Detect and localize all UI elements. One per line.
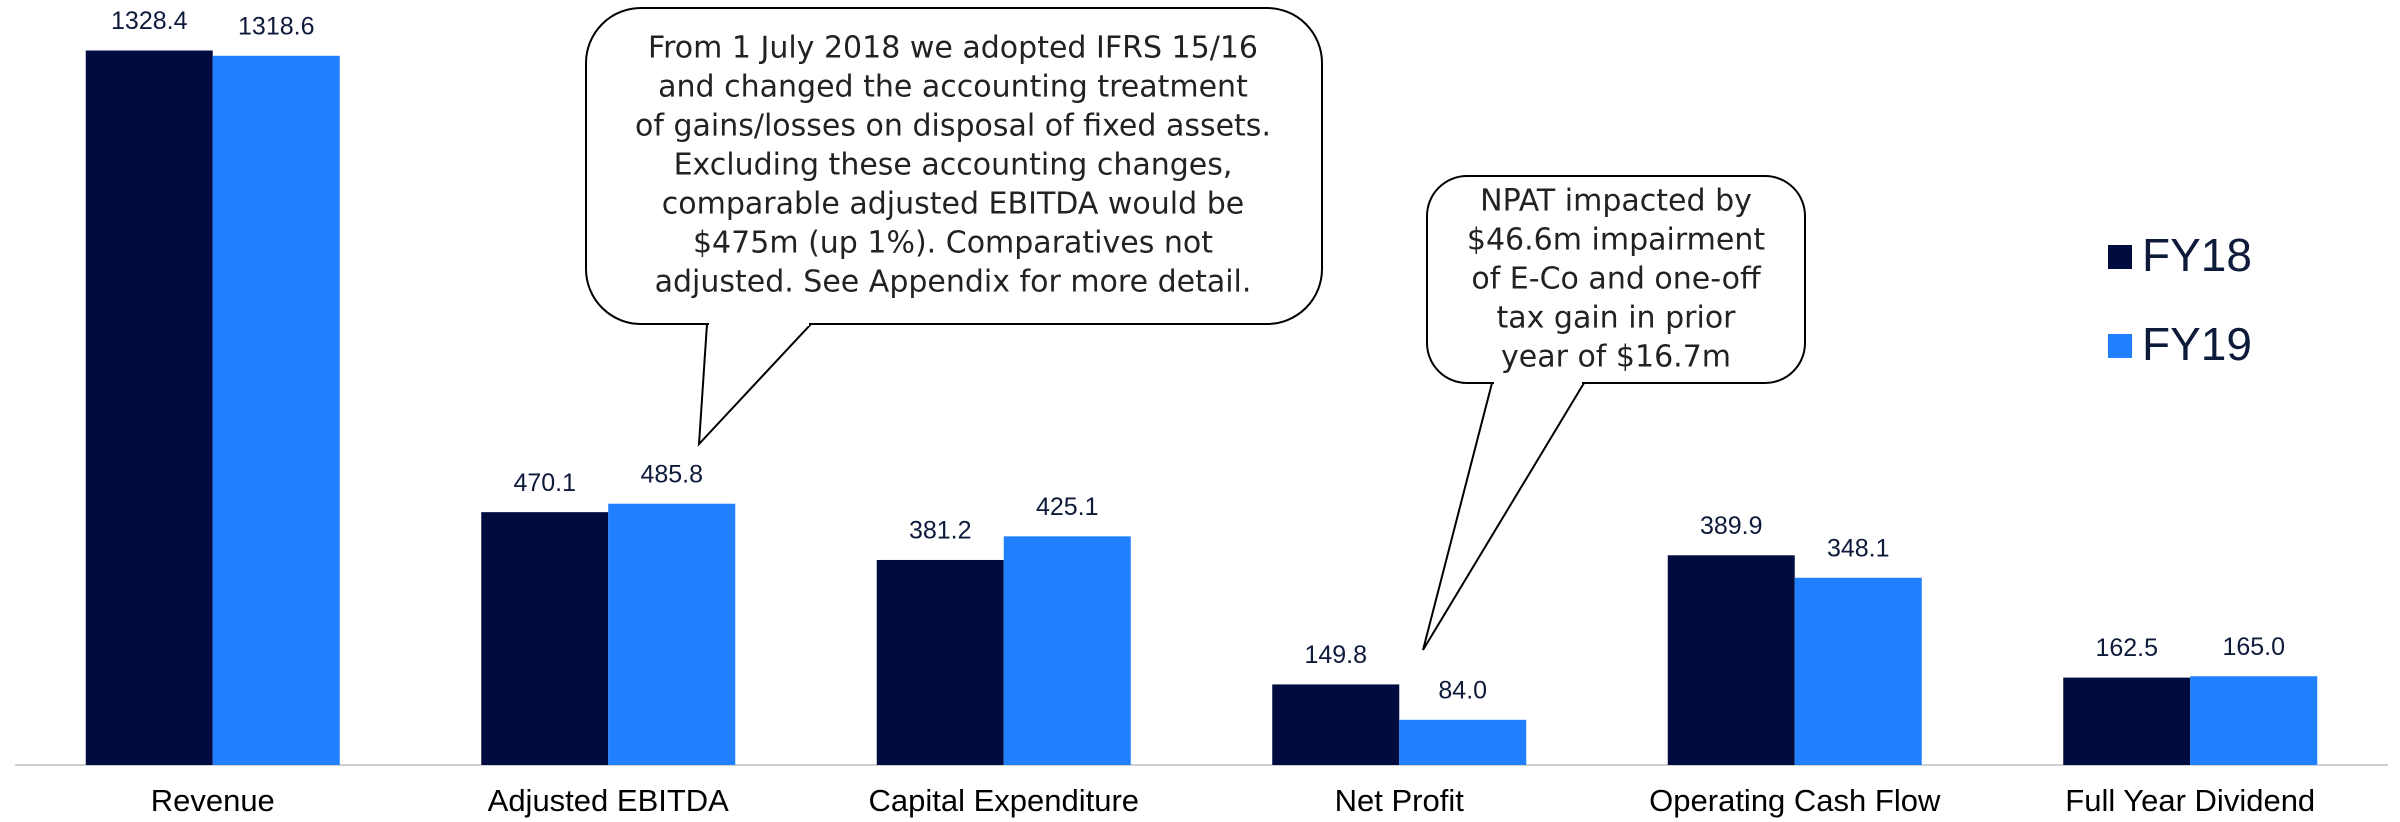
value-label: 470.1 [513,469,576,497]
bar [212,55,340,766]
legend-label: FY18 [2142,229,2252,281]
annotation-line: From 1 July 2018 we adopted IFRS 15/16 [648,31,1258,66]
legend-swatch [2108,245,2132,269]
value-label: 84.0 [1438,676,1487,704]
value-label: 1328.4 [111,7,188,35]
annotation-line: $475m (up 1%). Comparatives not [693,226,1213,261]
annotation-line: of E-Co and one-off [1471,262,1762,297]
callout-2 [1422,175,1806,651]
value-label: 425.1 [1036,493,1099,521]
callout-1 [585,7,1323,447]
x-tick-label: Full Year Dividend [2065,783,2315,818]
bar [1272,684,1400,765]
bar [481,512,609,765]
annotation-line: and changed the accounting treatment [658,70,1248,105]
value-label: 149.8 [1304,641,1367,669]
bar [608,503,736,765]
value-label: 381.2 [909,517,972,545]
value-label: 485.8 [640,460,703,488]
x-tick-label: Revenue [151,783,275,818]
callout-tail [1422,382,1586,651]
annotation-line: year of $16.7m [1501,340,1731,375]
annotation-line: adjusted. See Appendix for more detail. [655,265,1252,300]
x-tick-label: Operating Cash Flow [1649,783,1941,818]
bar [1003,536,1131,765]
legend-swatch [2108,334,2132,358]
value-label: 162.5 [2095,634,2158,662]
x-tick-label: Adjusted EBITDA [488,783,730,818]
callout-box [585,7,1323,325]
bar [876,559,1004,765]
annotation-line: tax gain in prior [1496,301,1736,336]
value-label: 165.0 [2222,633,2285,661]
value-label: 1318.6 [238,12,314,40]
value-label: 348.1 [1827,534,1890,562]
bar [1667,555,1795,765]
annotation-line: NPAT impacted by [1480,184,1752,219]
bar [85,50,213,766]
x-tick-label: Capital Expenditure [868,783,1139,818]
annotation-line: Excluding these accounting changes, [674,148,1233,183]
bar [2190,676,2318,765]
annotation-line: $46.6m impairment [1467,223,1765,258]
annotation-line: of gains/losses on disposal of fixed ass… [635,109,1271,144]
x-tick-label: Net Profit [1335,783,1465,818]
callout-tail [697,323,814,447]
bar [1399,719,1527,765]
legend-label: FY19 [2142,318,2252,370]
bar [2063,677,2191,765]
callout-box [1426,175,1806,384]
value-label: 389.9 [1700,512,1763,540]
annotation-line: comparable adjusted EBITDA would be [662,187,1244,222]
bar [1794,577,1922,765]
